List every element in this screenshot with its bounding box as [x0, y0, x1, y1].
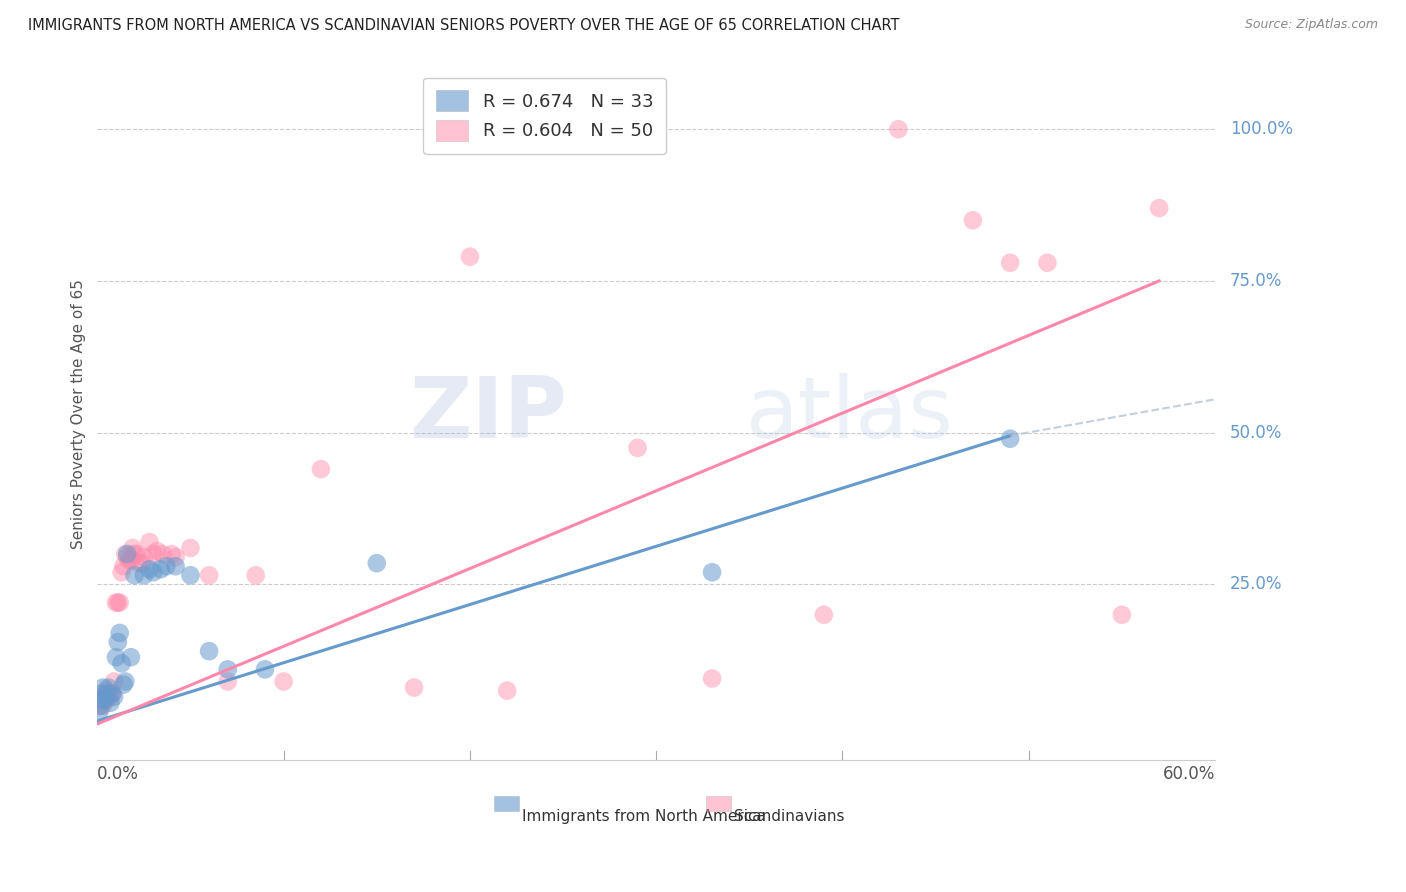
Point: [114, 547, 136, 561]
Point: [179, 541, 201, 555]
Point: [90, 690, 112, 704]
Point: [132, 568, 155, 582]
Point: [125, 547, 148, 561]
Point: [120, 650, 142, 665]
Point: [198, 568, 221, 582]
Point: [91, 698, 114, 713]
Point: [103, 674, 125, 689]
Point: [101, 687, 124, 701]
Point: [115, 547, 138, 561]
Text: atlas: atlas: [745, 373, 953, 456]
Point: [626, 441, 648, 455]
Text: Scandinavians: Scandinavians: [734, 809, 845, 824]
Point: [217, 674, 239, 689]
Text: 60.0%: 60.0%: [1163, 765, 1215, 783]
Point: [124, 568, 146, 582]
Point: [96, 687, 118, 701]
Point: [112, 677, 135, 691]
Point: [110, 566, 132, 580]
Point: [90, 696, 112, 710]
Point: [115, 550, 138, 565]
Text: 75.0%: 75.0%: [1230, 272, 1282, 290]
Point: [496, 683, 519, 698]
Y-axis label: Seniors Poverty Over the Age of 65: Seniors Poverty Over the Age of 65: [72, 279, 86, 549]
Point: [309, 462, 332, 476]
Point: [700, 566, 723, 580]
Point: [149, 562, 172, 576]
Point: [813, 607, 835, 622]
Point: [998, 432, 1021, 446]
Point: [179, 568, 201, 582]
Text: ZIP: ZIP: [409, 373, 567, 456]
Point: [962, 213, 984, 227]
Point: [253, 662, 276, 676]
Point: [108, 626, 131, 640]
Point: [998, 256, 1021, 270]
Point: [165, 550, 187, 565]
Point: [104, 596, 127, 610]
Point: [160, 547, 183, 561]
Point: [112, 559, 135, 574]
Point: [700, 672, 723, 686]
Point: [138, 562, 160, 576]
Point: [217, 662, 239, 676]
Text: Immigrants from North America: Immigrants from North America: [522, 809, 766, 824]
Text: 100.0%: 100.0%: [1230, 120, 1294, 138]
Point: [97, 681, 120, 695]
Point: [96, 692, 118, 706]
Point: [142, 566, 165, 580]
Point: [458, 250, 481, 264]
Point: [96, 683, 118, 698]
Point: [118, 553, 141, 567]
Point: [108, 596, 131, 610]
Point: [245, 568, 267, 582]
Point: [107, 596, 129, 610]
Point: [91, 681, 114, 695]
Point: [107, 635, 129, 649]
Point: [1036, 256, 1059, 270]
Point: [100, 687, 122, 701]
Point: [273, 674, 295, 689]
Point: [198, 644, 221, 658]
Point: [132, 550, 155, 565]
Legend: R = 0.674   N = 33, R = 0.604   N = 50: R = 0.674 N = 33, R = 0.604 N = 50: [423, 78, 666, 153]
Point: [124, 547, 146, 561]
Point: [89, 698, 111, 713]
Point: [94, 692, 117, 706]
Point: [127, 556, 149, 570]
Text: IMMIGRANTS FROM NORTH AMERICA VS SCANDINAVIAN SENIORS POVERTY OVER THE AGE OF 65: IMMIGRANTS FROM NORTH AMERICA VS SCANDIN…: [28, 18, 900, 33]
Point: [91, 692, 114, 706]
Point: [402, 681, 425, 695]
Point: [121, 541, 143, 555]
Point: [90, 698, 112, 713]
Point: [110, 657, 132, 671]
Point: [114, 674, 136, 689]
Point: [101, 687, 124, 701]
Point: [152, 547, 174, 561]
Point: [155, 559, 177, 574]
Point: [131, 556, 153, 570]
Point: [90, 687, 112, 701]
Point: [138, 535, 160, 549]
Point: [97, 690, 120, 704]
Text: 0.0%: 0.0%: [97, 765, 139, 783]
Point: [100, 696, 122, 710]
FancyBboxPatch shape: [706, 796, 731, 811]
Point: [366, 556, 388, 570]
Point: [165, 559, 187, 574]
Point: [94, 692, 117, 706]
Point: [1111, 607, 1133, 622]
Point: [887, 122, 910, 136]
Point: [104, 650, 127, 665]
Point: [120, 553, 142, 567]
Point: [146, 544, 169, 558]
Text: Source: ZipAtlas.com: Source: ZipAtlas.com: [1244, 18, 1378, 31]
Point: [1147, 201, 1170, 215]
Point: [89, 705, 111, 719]
Point: [142, 547, 165, 561]
Text: 50.0%: 50.0%: [1230, 424, 1282, 442]
Point: [103, 690, 125, 704]
FancyBboxPatch shape: [494, 796, 519, 811]
Text: 25.0%: 25.0%: [1230, 575, 1282, 593]
